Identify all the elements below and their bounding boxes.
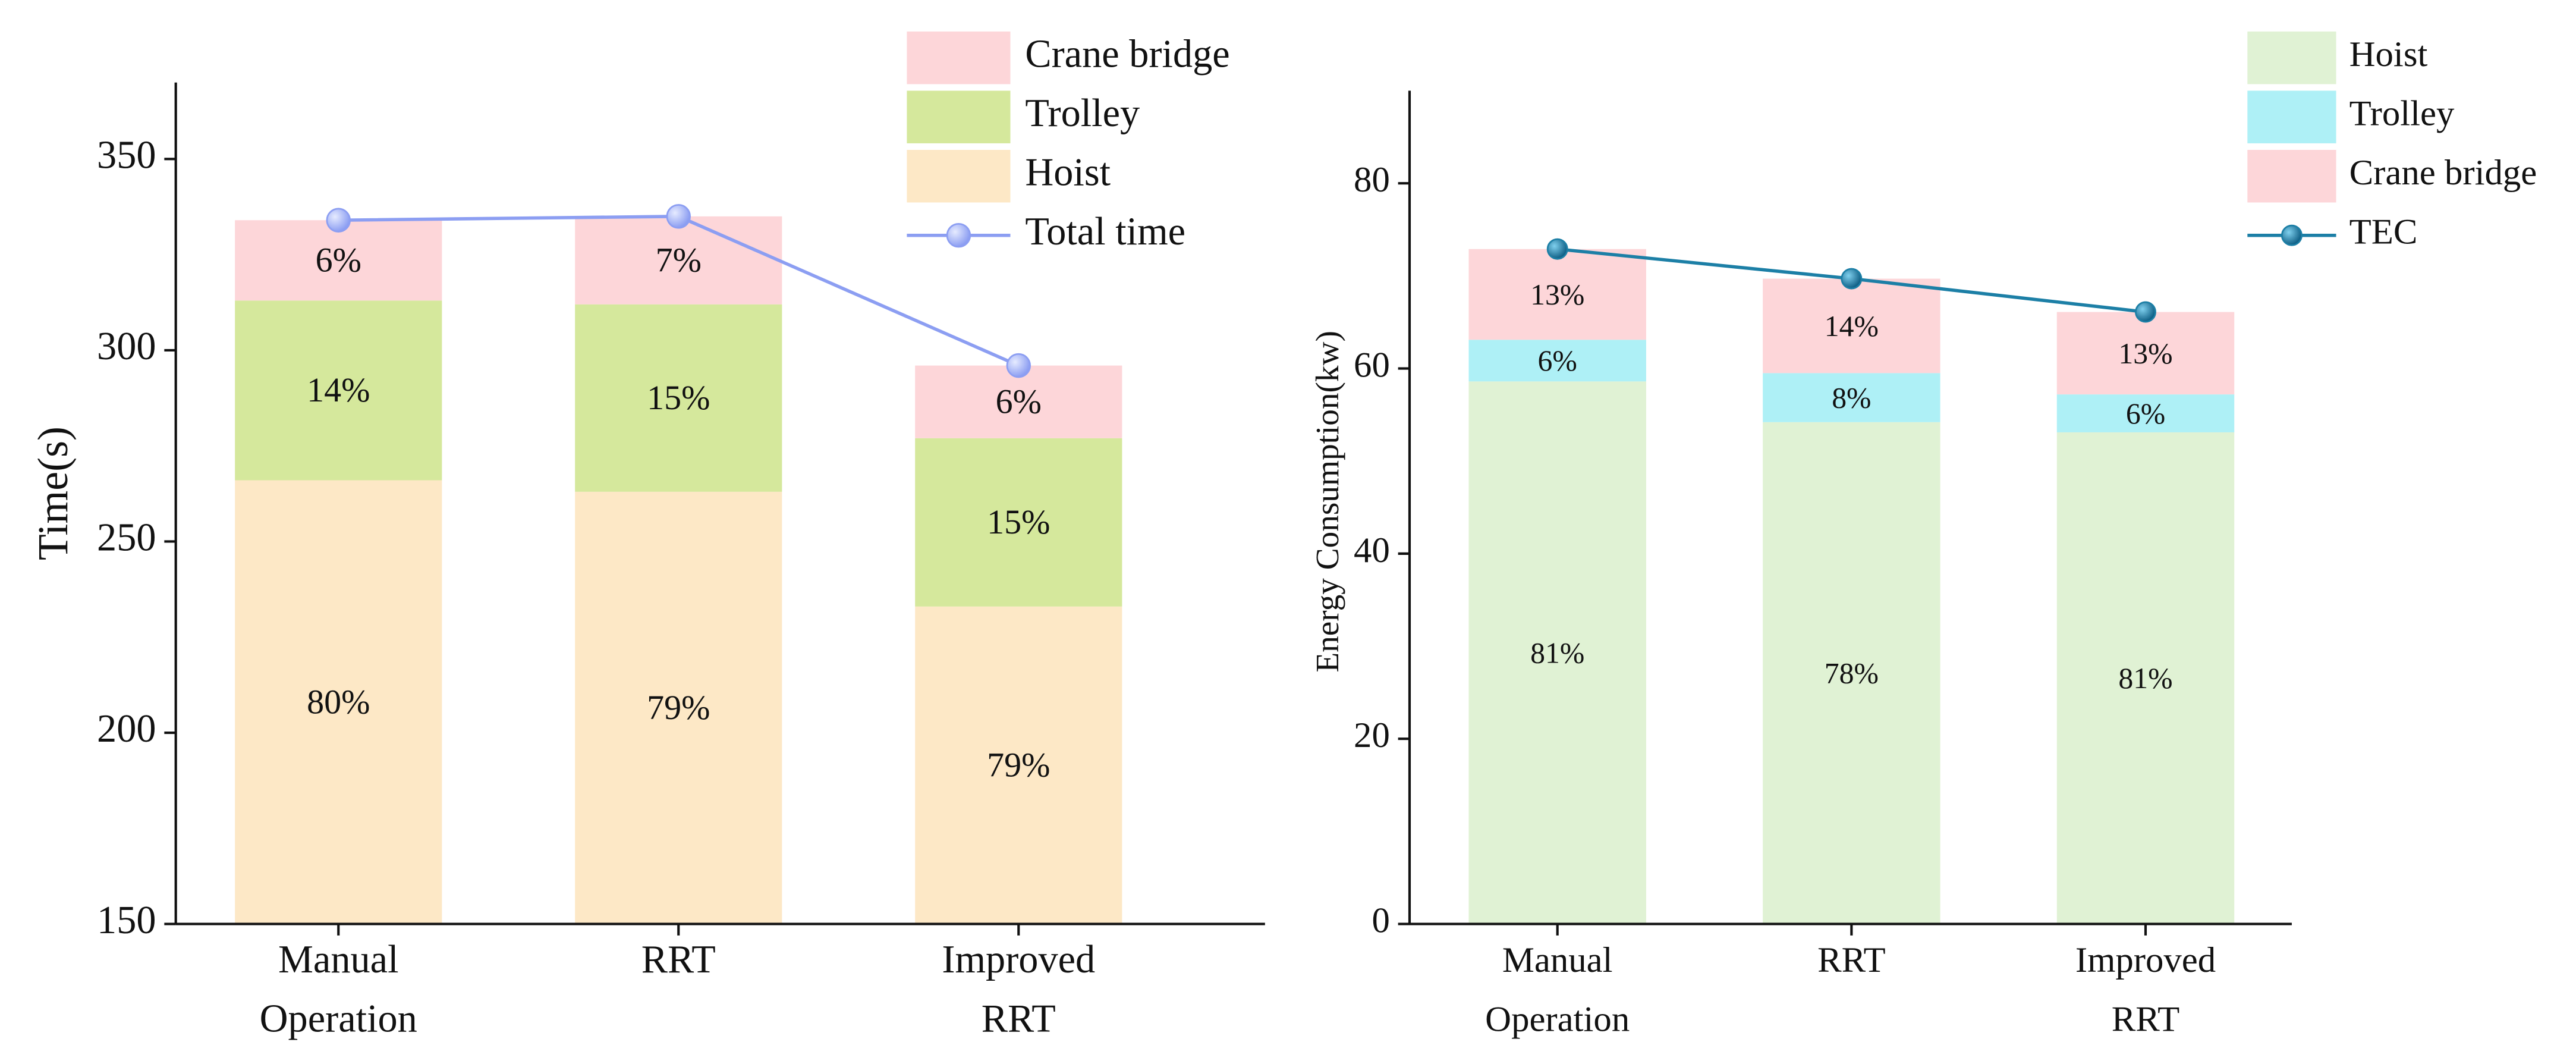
segment-label: 15% — [647, 378, 710, 417]
line-marker — [1546, 238, 1568, 260]
legend-swatch — [2247, 32, 2336, 84]
legend-swatch — [2247, 150, 2336, 203]
segment-label: 81% — [1530, 636, 1584, 669]
bar-segment — [915, 438, 1122, 607]
x-tick-label: RRT — [1817, 940, 1886, 980]
segment-label: 78% — [1825, 657, 1879, 690]
segment-label: 6% — [1538, 344, 1577, 377]
bar-segment — [575, 304, 782, 492]
bar-segment — [1763, 422, 1940, 924]
bar-segment — [1468, 340, 1646, 382]
legend-swatch — [907, 32, 1011, 84]
y-tick-label: 150 — [97, 899, 156, 942]
x-tick-label: Operation — [1485, 999, 1630, 1039]
segment-label: 81% — [2118, 662, 2172, 695]
segment-label: 14% — [1825, 310, 1879, 343]
bar-segment — [1468, 249, 1646, 340]
y-axis-label: Time(s) — [29, 426, 77, 560]
segment-label: 13% — [1530, 278, 1584, 311]
legend-swatch — [907, 150, 1011, 203]
y-tick-label: 80 — [1354, 160, 1390, 200]
bar-segment — [235, 300, 442, 481]
x-tick-label: Operation — [260, 997, 417, 1041]
x-tick-label: Improved — [942, 938, 1095, 981]
bar-segment — [575, 491, 782, 924]
bar-segment — [1468, 381, 1646, 924]
bar-segment — [235, 480, 442, 924]
chart: 81% 6% 13% Manual Operation 78% 8% 14% RRT 81% 6% 1… — [1309, 32, 2537, 1039]
y-tick-label: 60 — [1354, 345, 1390, 385]
y-tick-label: 250 — [97, 516, 156, 560]
legend-label: Crane bridge — [1025, 32, 1229, 76]
x-tick-label: RRT — [982, 997, 1056, 1041]
line-marker — [666, 204, 691, 229]
legend-marker — [946, 222, 971, 248]
legend-label: Hoist — [2349, 34, 2428, 74]
y-axis-label: Energy Consumption(kw) — [1309, 331, 1345, 672]
legend-marker — [2281, 224, 2303, 246]
x-tick-label: RRT — [2112, 999, 2180, 1039]
x-tick-label: Improved — [2075, 940, 2216, 980]
segment-label: 6% — [316, 241, 361, 280]
segment-label: 7% — [656, 241, 702, 280]
line-marker — [326, 208, 351, 233]
y-tick-label: 0 — [1372, 901, 1389, 941]
bar-segment — [575, 216, 782, 305]
bar-segment — [2056, 394, 2235, 432]
y-tick-label: 40 — [1354, 531, 1390, 570]
bar-segment — [2056, 432, 2235, 924]
segment-label: 13% — [2118, 337, 2172, 370]
bar-segment — [1763, 278, 1940, 374]
legend-label: Trolley — [1025, 92, 1140, 135]
line-marker — [1841, 268, 1863, 290]
segment-label: 14% — [307, 371, 370, 409]
segment-label: 79% — [647, 688, 710, 727]
x-tick-label: Manual — [278, 938, 399, 981]
chart: 80% 14% 6% Manual Operation 79% 15% 7% RRT 79% 15%… — [29, 32, 1265, 1041]
y-tick-label: 300 — [97, 325, 156, 368]
legend-swatch — [907, 90, 1011, 143]
segment-label: 6% — [2126, 397, 2165, 430]
segment-label: 80% — [307, 682, 370, 721]
y-tick-label: 200 — [97, 707, 156, 751]
bar-segment — [915, 606, 1122, 924]
legend-label: Trolley — [2349, 94, 2455, 134]
segment-label: 6% — [996, 382, 1042, 421]
legend-label: Total time — [1025, 210, 1185, 253]
line-marker — [2135, 301, 2156, 323]
bar-segment — [235, 220, 442, 301]
segment-label: 79% — [987, 746, 1050, 784]
segment-label: 15% — [987, 503, 1050, 541]
line-marker — [1006, 353, 1031, 378]
legend-label: TEC — [2349, 212, 2418, 252]
legend-label: Hoist — [1025, 150, 1111, 194]
x-tick-label: Manual — [1502, 940, 1613, 980]
legend-swatch — [2247, 90, 2336, 143]
y-tick-label: 20 — [1354, 715, 1390, 755]
x-tick-label: RRT — [641, 938, 716, 981]
segment-label: 8% — [1832, 382, 1871, 415]
y-tick-label: 350 — [97, 134, 156, 177]
bar-segment — [2056, 312, 2235, 395]
bar-segment — [1763, 373, 1940, 422]
legend-label: Crane bridge — [2349, 153, 2537, 193]
